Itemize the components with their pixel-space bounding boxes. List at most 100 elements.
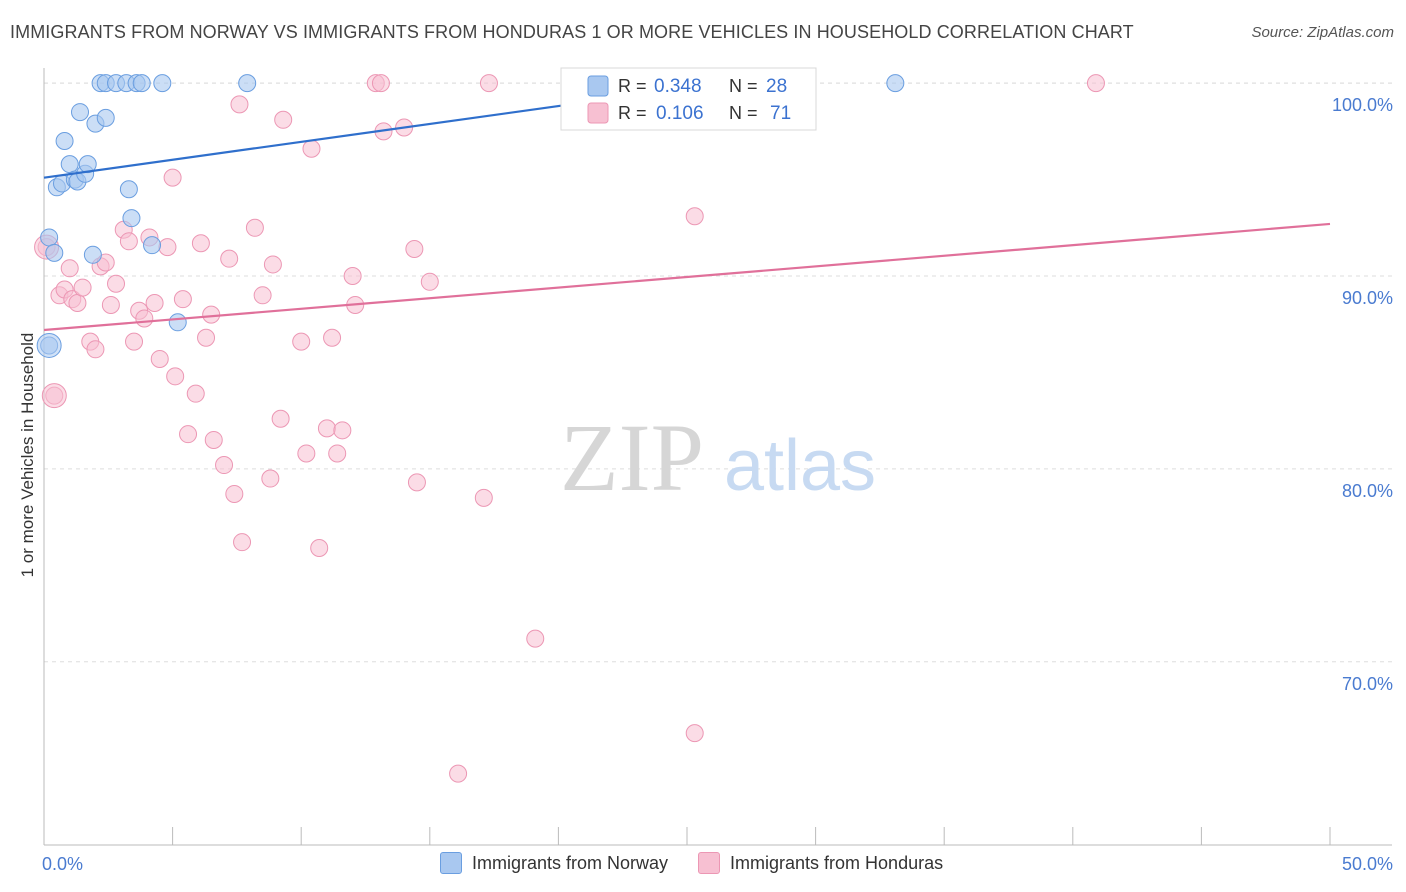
norway-point <box>96 108 115 127</box>
norway-swatch <box>440 852 462 874</box>
honduras-point <box>191 234 210 253</box>
honduras-point <box>371 74 390 93</box>
norway-point <box>153 74 172 93</box>
tick-labels: 70.0% 80.0% 90.0% 100.0% 0.0% 50.0% <box>42 95 1393 874</box>
honduras-point <box>145 294 164 313</box>
norway-point <box>119 180 138 199</box>
correlation-legend: R = 0.348 N = 28 R = 0.106 N = 71 <box>560 67 817 131</box>
legend-honduras-n-label: N = <box>729 103 758 123</box>
norway-point <box>45 243 64 262</box>
honduras-point <box>233 533 252 552</box>
honduras-point <box>292 332 311 351</box>
honduras-point <box>297 444 316 463</box>
honduras-point <box>220 249 239 268</box>
honduras-point <box>125 332 144 351</box>
honduras-point <box>73 278 92 297</box>
honduras-point <box>253 286 272 305</box>
honduras-point-large <box>41 383 67 409</box>
honduras-point <box>225 484 244 503</box>
legend-norway-swatch <box>587 75 609 97</box>
legend-item-norway[interactable]: Immigrants from Norway <box>440 852 668 874</box>
honduras-point <box>245 218 264 237</box>
honduras-point <box>186 384 205 403</box>
y-tick-label: 100.0% <box>1332 95 1393 115</box>
watermark-zip: ZIP <box>560 404 704 511</box>
honduras-point <box>119 232 138 251</box>
honduras-point <box>328 444 347 463</box>
honduras-point <box>526 629 545 648</box>
watermark-atlas: atlas <box>724 426 876 506</box>
honduras-point <box>474 488 493 507</box>
honduras-point <box>302 139 321 158</box>
legend-norway-r-label: R = <box>618 76 647 96</box>
honduras-point <box>101 295 120 314</box>
norway-point <box>71 103 90 122</box>
honduras-point <box>107 274 126 293</box>
source-label: Source: ZipAtlas.com <box>1251 24 1394 41</box>
norway-point <box>132 74 151 93</box>
honduras-point <box>685 724 704 743</box>
norway-points <box>36 74 905 358</box>
legend-norway-label: Immigrants from Norway <box>472 852 669 873</box>
honduras-point <box>204 430 223 449</box>
honduras-point <box>197 328 216 347</box>
honduras-point <box>68 294 87 313</box>
honduras-point <box>261 469 280 488</box>
norway-point <box>238 74 257 93</box>
honduras-point <box>271 409 290 428</box>
honduras-point <box>323 328 342 347</box>
y-tick-label: 90.0% <box>1342 288 1393 308</box>
honduras-point <box>166 367 185 386</box>
honduras-point <box>150 349 169 368</box>
honduras-point <box>263 255 282 274</box>
norway-point <box>143 236 162 255</box>
y-tick-label: 80.0% <box>1342 481 1393 501</box>
norway-point <box>886 74 905 93</box>
legend-honduras-n-value: 71 <box>770 103 791 124</box>
honduras-point <box>405 240 424 259</box>
y-tick-label: 70.0% <box>1342 674 1393 694</box>
legend-honduras-label: Immigrants from Honduras <box>730 852 944 873</box>
honduras-trend-line <box>43 222 1331 332</box>
honduras-point <box>202 305 221 324</box>
legend-norway-n-value: 28 <box>766 76 787 97</box>
honduras-point <box>449 764 468 783</box>
honduras-point <box>343 267 362 286</box>
honduras-point <box>86 340 105 359</box>
chart-title: IMMIGRANTS FROM NORWAY VS IMMIGRANTS FRO… <box>10 22 1134 42</box>
honduras-point <box>317 419 336 438</box>
honduras-point <box>479 74 498 93</box>
watermark: ZIP atlas <box>560 404 876 511</box>
norway-point <box>122 209 141 228</box>
honduras-point <box>685 207 704 226</box>
honduras-point <box>230 95 249 114</box>
honduras-point <box>173 290 192 309</box>
honduras-point <box>60 259 79 278</box>
honduras-point <box>158 238 177 257</box>
norway-point <box>55 132 74 151</box>
norway-point-large <box>36 332 62 358</box>
gridlines <box>44 82 1392 663</box>
legend-norway-r-value: 0.348 <box>654 76 702 97</box>
axes <box>43 68 1392 846</box>
legend-item-honduras[interactable]: Immigrants from Honduras <box>698 852 943 874</box>
x-tick-label-min: 0.0% <box>42 854 83 874</box>
honduras-point <box>135 309 154 328</box>
series-legend: Immigrants from Norway Immigrants from H… <box>440 852 973 874</box>
honduras-point <box>215 456 234 475</box>
legend-norway-n-label: N = <box>729 76 758 96</box>
honduras-swatch <box>698 852 721 874</box>
honduras-point <box>274 110 293 129</box>
y-axis-label: 1 or more Vehicles in Household <box>18 332 37 578</box>
honduras-point <box>407 473 426 492</box>
legend-honduras-r-value: 0.106 <box>656 103 704 124</box>
honduras-point <box>420 272 439 291</box>
x-tick-label-max: 50.0% <box>1342 854 1393 874</box>
honduras-point <box>1086 74 1105 93</box>
norway-point <box>83 245 102 264</box>
legend-honduras-r-label: R = <box>618 103 647 123</box>
norway-point <box>40 228 59 247</box>
honduras-point <box>310 538 329 557</box>
norway-point <box>60 155 79 174</box>
honduras-point <box>333 421 352 440</box>
